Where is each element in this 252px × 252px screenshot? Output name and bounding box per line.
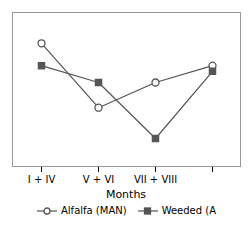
html-text:Weeded (A: Weeded (A	[161, 205, 216, 216]
svg-text:V + VI: V + VI	[83, 174, 114, 185]
html-text:Alfalfa (MAN): Alfalfa (MAN)	[61, 205, 127, 216]
html-text:Months: Months	[105, 188, 147, 201]
svg-text:VII + VIII: VII + VIII	[134, 174, 177, 185]
svg-text:I + IV: I + IV	[28, 174, 56, 185]
